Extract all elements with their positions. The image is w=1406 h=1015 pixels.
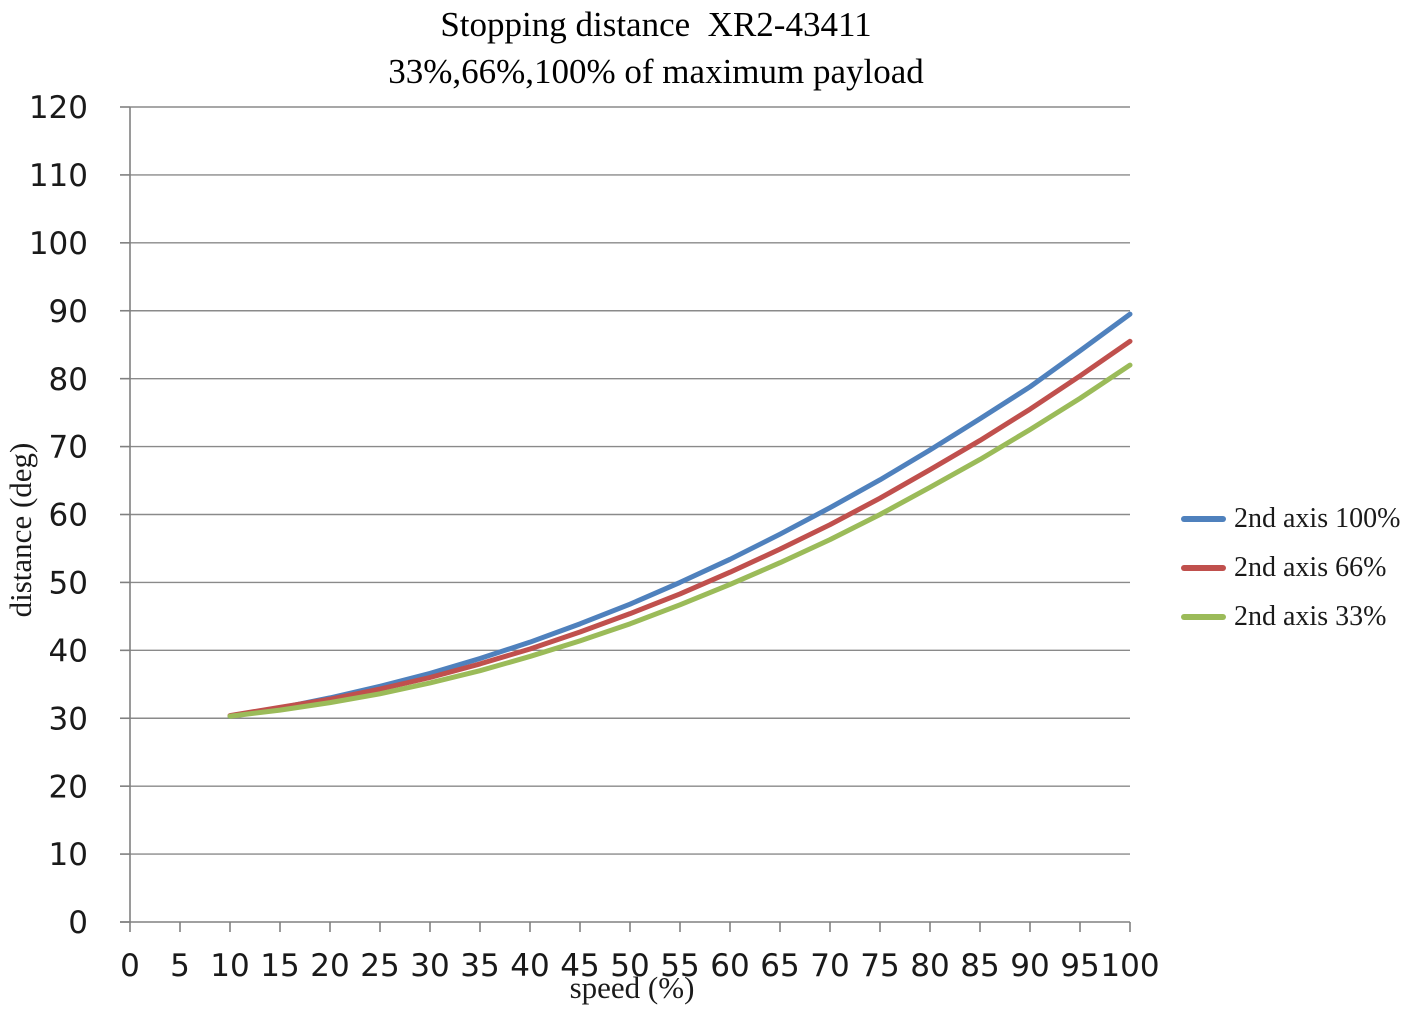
- svg-text:100: 100: [29, 226, 88, 262]
- legend-label: 2nd axis 33%: [1234, 600, 1387, 632]
- svg-text:85: 85: [960, 948, 999, 984]
- svg-text:60: 60: [710, 948, 749, 984]
- svg-text:45: 45: [560, 948, 599, 984]
- svg-text:100: 100: [1100, 948, 1159, 984]
- svg-text:25: 25: [360, 948, 399, 984]
- svg-text:50: 50: [49, 566, 88, 602]
- svg-text:80: 80: [910, 948, 949, 984]
- legend-line-swatch: [1181, 564, 1226, 571]
- svg-text:0: 0: [68, 905, 88, 941]
- svg-text:10: 10: [49, 837, 88, 873]
- svg-text:30: 30: [49, 701, 88, 737]
- svg-text:20: 20: [49, 769, 88, 805]
- legend-line-swatch: [1181, 515, 1226, 522]
- series-line-2: [227, 362, 1133, 719]
- svg-text:70: 70: [810, 948, 849, 984]
- svg-text:40: 40: [510, 948, 549, 984]
- svg-text:60: 60: [49, 498, 88, 534]
- svg-text:80: 80: [49, 362, 88, 398]
- legend-line-swatch: [1181, 613, 1226, 620]
- legend-label: 2nd axis 66%: [1234, 551, 1387, 583]
- legend: 2nd axis 100% 2nd axis 66% 2nd axis 33%: [1181, 494, 1406, 641]
- y-axis-title: distance (deg): [3, 442, 38, 618]
- chart-title: Stopping distance XR2-43411: [440, 5, 872, 44]
- series-line-0: [227, 311, 1133, 719]
- legend-item: 2nd axis 33%: [1181, 592, 1406, 641]
- y-tick-labels: 0 10 20 30 40 50 60 70 80 90 100 110 120: [29, 90, 88, 941]
- legend-item: 2nd axis 100%: [1181, 494, 1406, 543]
- svg-text:55: 55: [660, 948, 699, 984]
- svg-text:15: 15: [260, 948, 299, 984]
- legend-label: 2nd axis 100%: [1234, 502, 1401, 534]
- x-tick-labels: 0 5 10 15 20 25 30 35 40 45 50 55 60 65 70 75 80 85 90 95 10…: [120, 948, 1159, 984]
- title-block: Stopping distance XR2-43411 33%,66%,100%…: [0, 2, 1312, 96]
- svg-text:65: 65: [760, 948, 799, 984]
- svg-text:110: 110: [29, 158, 88, 194]
- svg-text:90: 90: [49, 294, 88, 330]
- legend-item: 2nd axis 66%: [1181, 543, 1406, 592]
- chart-subtitle: 33%,66%,100% of maximum payload: [388, 52, 924, 91]
- svg-text:50: 50: [610, 948, 649, 984]
- svg-text:0: 0: [120, 948, 140, 984]
- tick-marks: [120, 106, 1131, 932]
- gridlines: [130, 106, 1130, 855]
- svg-text:90: 90: [1010, 948, 1049, 984]
- x-axis-title: speed (%): [569, 970, 695, 1005]
- series-line-1: [227, 338, 1133, 719]
- svg-text:5: 5: [170, 948, 190, 984]
- svg-text:120: 120: [29, 90, 88, 126]
- svg-text:95: 95: [1060, 948, 1099, 984]
- svg-text:75: 75: [860, 948, 899, 984]
- svg-text:70: 70: [49, 430, 88, 466]
- svg-text:30: 30: [410, 948, 449, 984]
- svg-text:10: 10: [210, 948, 249, 984]
- svg-text:20: 20: [310, 948, 349, 984]
- svg-text:35: 35: [460, 948, 499, 984]
- svg-text:40: 40: [49, 633, 88, 669]
